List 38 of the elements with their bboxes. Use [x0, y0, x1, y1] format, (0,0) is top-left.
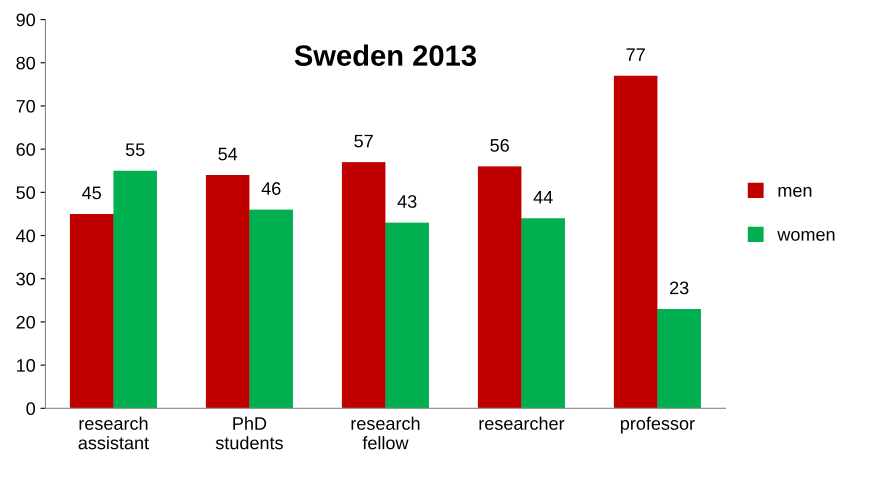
data-label: 57	[354, 134, 373, 148]
data-label: 45	[82, 186, 101, 200]
x-tick-label: research fellow	[352, 416, 420, 450]
data-label: 23	[670, 282, 688, 294]
bar	[249, 210, 293, 408]
data-label: 54	[218, 148, 238, 160]
y-tick-label: 0	[26, 402, 36, 416]
y-tick-label: 10	[17, 359, 36, 372]
x-tick-label: PhD students	[216, 416, 283, 450]
bar	[206, 175, 250, 408]
bar	[113, 170, 157, 408]
bar	[342, 162, 386, 408]
legend-label: women	[777, 230, 834, 241]
data-label: 44	[534, 190, 553, 204]
bar	[70, 214, 114, 408]
bar	[385, 222, 429, 408]
bar	[657, 308, 701, 408]
bar	[614, 76, 658, 408]
y-tick-label: 90	[16, 13, 36, 26]
y-tick-label: 60	[16, 143, 36, 156]
legend-label: men	[778, 186, 812, 197]
data-label: 56	[490, 138, 509, 152]
text: Sweden 2013	[294, 44, 476, 66]
y-tick-label: 30	[16, 272, 36, 286]
data-label: 77	[626, 48, 645, 61]
x-tick-label: professor	[620, 416, 695, 434]
data-label: 46	[262, 182, 280, 195]
bar	[478, 166, 522, 408]
x-tick-label: research assistant	[78, 416, 149, 450]
bar	[521, 218, 565, 408]
y-tick-label: 70	[16, 100, 36, 113]
x-tick-label: researcher	[479, 416, 564, 430]
y-tick-label: 20	[16, 316, 36, 329]
y-tick-label: 50	[16, 186, 36, 200]
y-tick-label: 40	[16, 229, 36, 242]
data-label: 55	[126, 143, 144, 156]
data-label: 43	[398, 195, 416, 208]
y-tick-label: 80	[16, 56, 36, 70]
